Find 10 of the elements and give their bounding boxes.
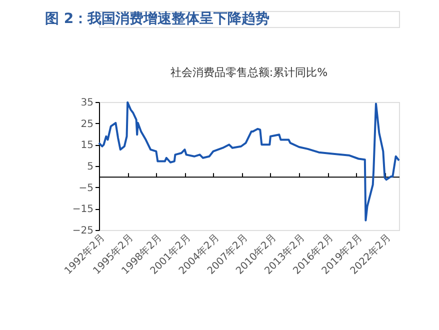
- line-series: [98, 101, 400, 222]
- y-tick-label: 35: [80, 98, 94, 108]
- chart-subtitle: 社会消费品零售总额:累计同比%: [170, 66, 328, 79]
- y-tick-label: 25: [80, 118, 94, 130]
- chart-title: 图 2：我国消费增速整体呈下降趋势: [45, 11, 270, 27]
- y-tick-label: 15: [80, 140, 94, 152]
- y-tick-label: −5: [78, 182, 94, 194]
- y-tick-label: −25: [72, 226, 94, 236]
- y-tick-label: −15: [72, 204, 94, 216]
- y-tick-label: 5: [87, 162, 94, 172]
